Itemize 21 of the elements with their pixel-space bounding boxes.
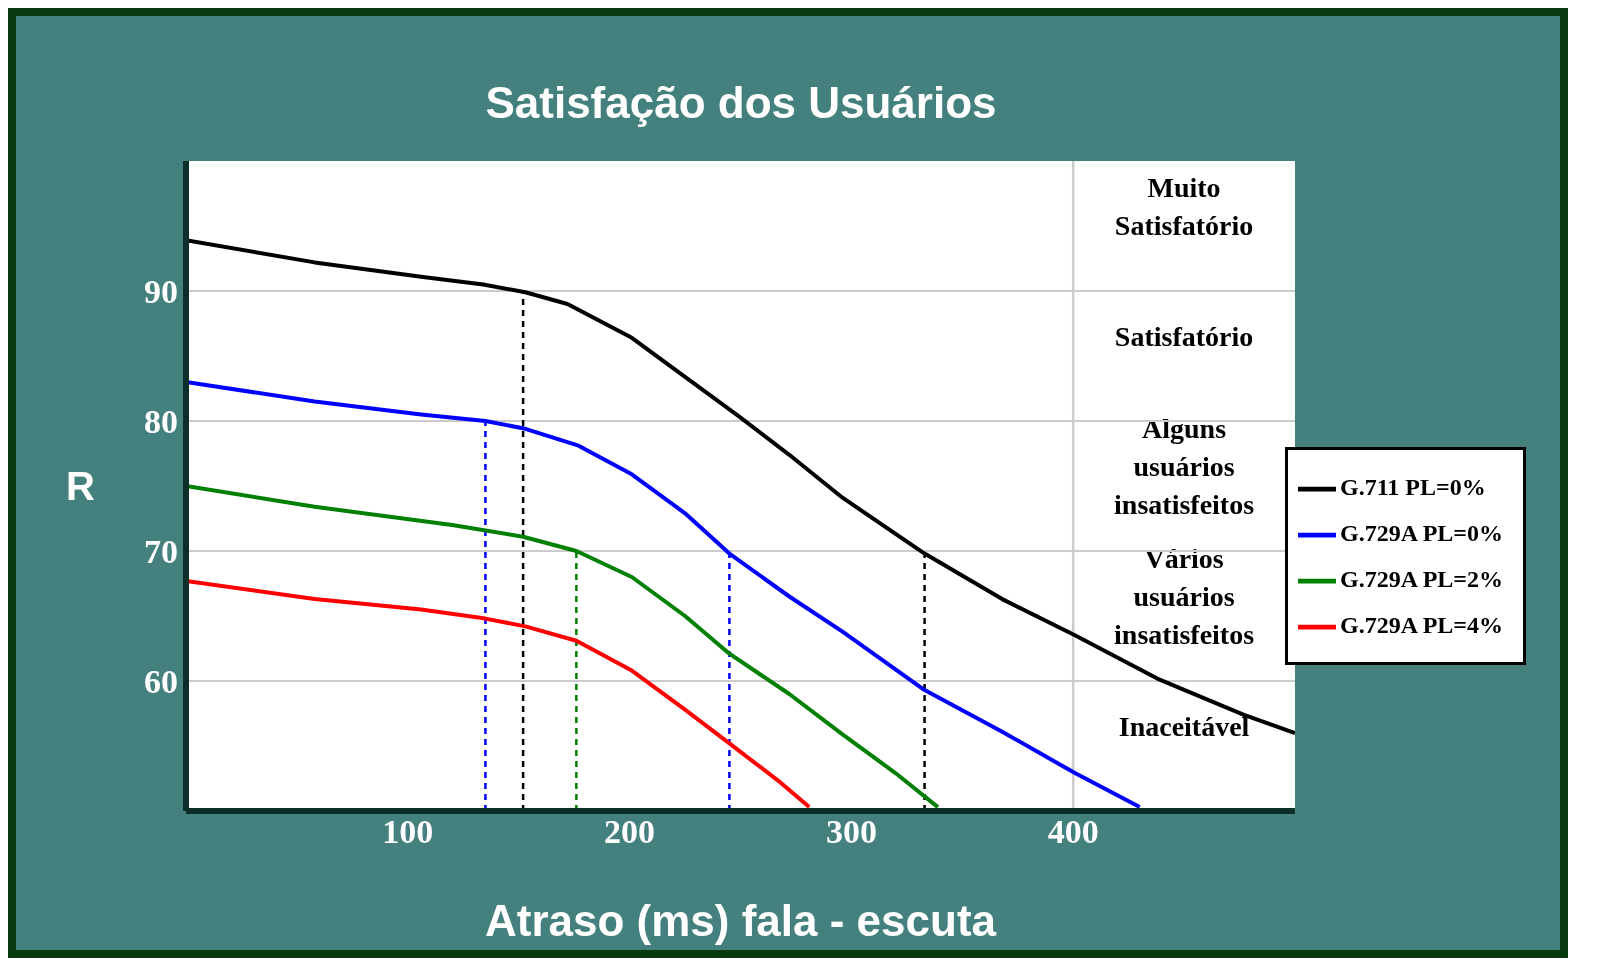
band-label: Satisfatório <box>1114 320 1254 352</box>
x-tick-label: 200 <box>604 813 656 851</box>
band-label: Muito Satisfatório <box>1114 171 1254 241</box>
legend-label: G.729A PL=4% <box>1339 612 1503 638</box>
legend-label: G.729A PL=0% <box>1339 520 1503 546</box>
y-tick-label: 90 <box>144 273 178 311</box>
line-series <box>186 578 812 810</box>
y-axis-title: R <box>66 464 95 509</box>
line-series <box>186 484 940 810</box>
x-tick-label: 100 <box>382 813 434 851</box>
chart-title: Satisfação dos Usuários <box>484 78 998 128</box>
legend-label: G.729A PL=2% <box>1339 566 1503 592</box>
y-tick-label: 80 <box>144 403 178 441</box>
y-tick-label: 60 <box>144 663 178 701</box>
y-tick-label: 70 <box>144 533 178 571</box>
band-label: Alguns usuários insatisfeitos <box>1114 412 1255 520</box>
x-tick-label: 300 <box>825 813 877 851</box>
legend-label: G.711 PL=0% <box>1339 474 1486 500</box>
x-tick-label: 400 <box>1047 813 1099 851</box>
band-label: Inaceitável <box>1118 710 1250 742</box>
x-axis-title: Atraso (ms) fala - escuta <box>484 896 997 945</box>
